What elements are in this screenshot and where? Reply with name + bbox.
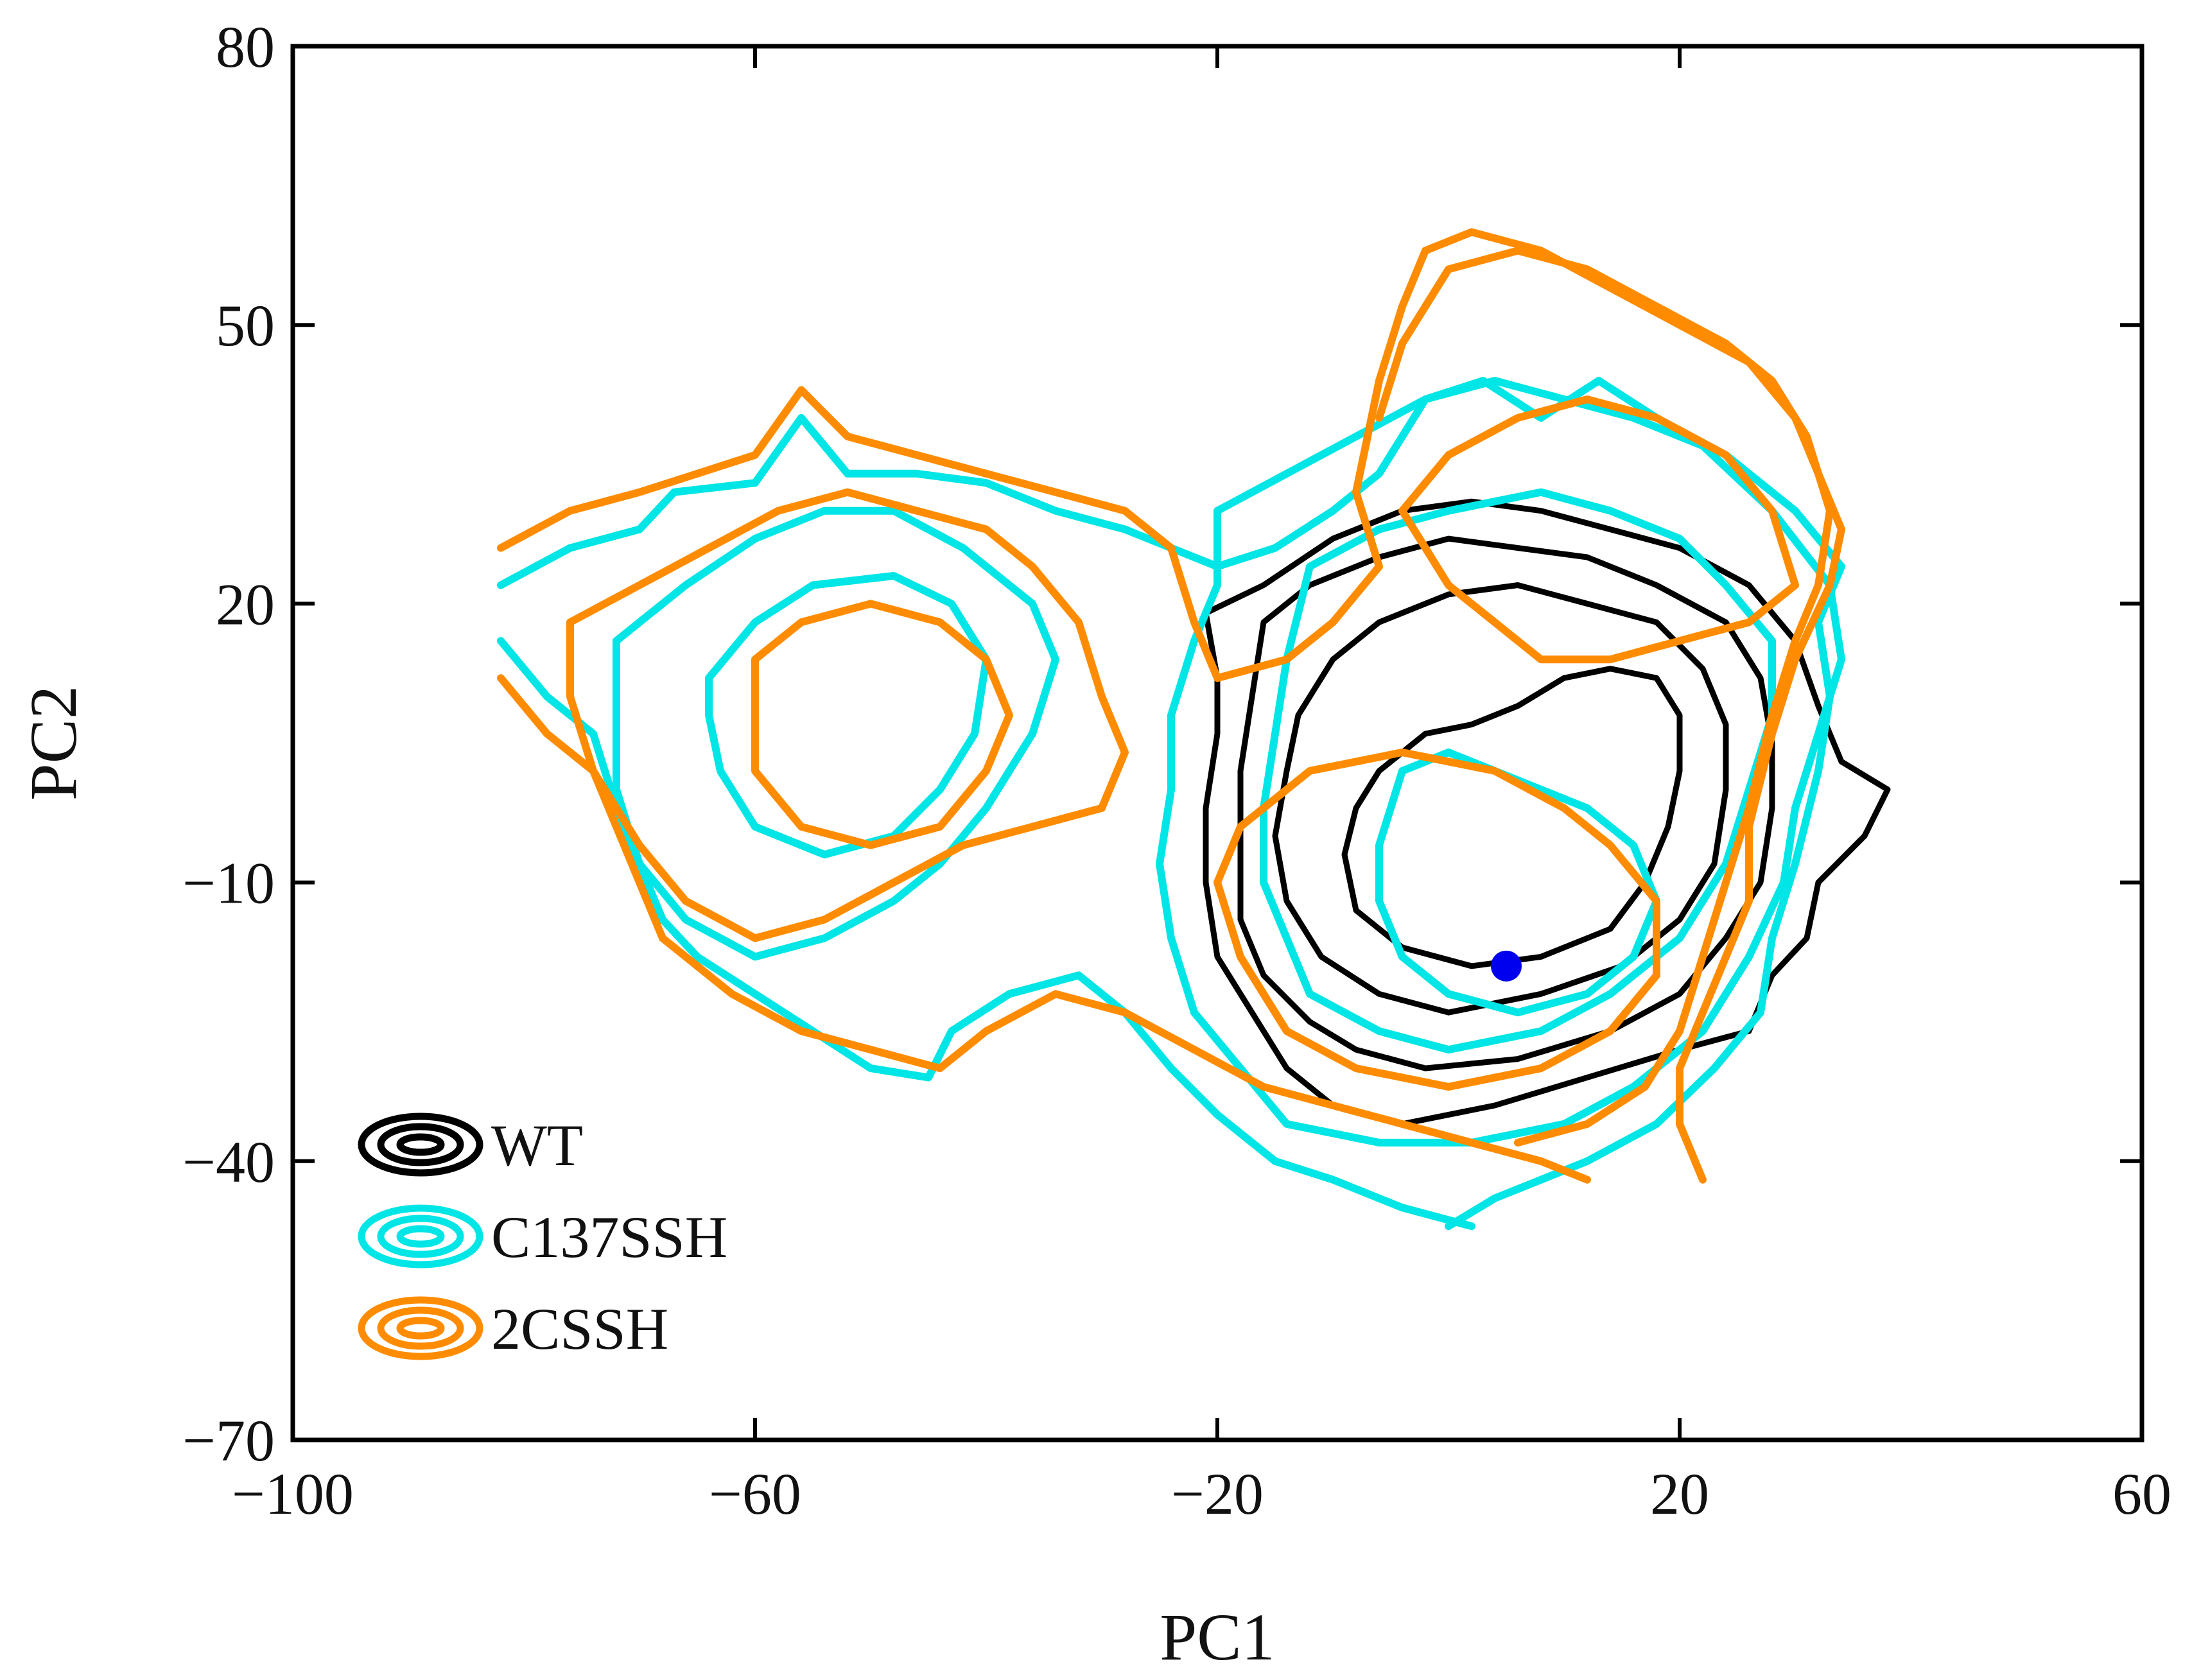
x-tick-labels: −100 −60 −20 20 60 bbox=[232, 1461, 2171, 1527]
legend-swatch-ring bbox=[358, 1113, 483, 1177]
markers-layer bbox=[1491, 950, 1522, 982]
legend-swatch-ring bbox=[358, 1296, 483, 1360]
legend-swatch-ring bbox=[396, 1225, 445, 1248]
y-tick-label: −10 bbox=[182, 851, 275, 916]
legend-swatch-ring bbox=[396, 1133, 445, 1156]
contour-line bbox=[1213, 749, 1660, 1091]
legend-label: C137SSH bbox=[491, 1204, 727, 1270]
y-tick-label: −70 bbox=[182, 1408, 275, 1473]
y-tick-label: −40 bbox=[182, 1129, 275, 1195]
contour-line bbox=[751, 600, 1013, 849]
contour-line bbox=[497, 228, 1845, 1184]
legend-swatch-c137ssh-icon bbox=[358, 1204, 483, 1269]
y-axis-title: PC2 bbox=[17, 686, 91, 801]
contour-line bbox=[1156, 377, 1845, 1147]
x-tick-label: 60 bbox=[2112, 1461, 2171, 1527]
legend-swatch-2cssh-icon bbox=[358, 1296, 483, 1360]
legend-swatch-wt-icon bbox=[358, 1113, 483, 1177]
contour-line bbox=[1203, 498, 1891, 1127]
series-c137ssh bbox=[497, 377, 1845, 1231]
x-tick-label: 20 bbox=[1650, 1461, 1709, 1527]
legend-item-c137ssh: C137SSH bbox=[358, 1204, 727, 1270]
contour-line bbox=[566, 488, 1129, 942]
contour-line bbox=[1375, 247, 1834, 1147]
contours-layer bbox=[497, 228, 1891, 1231]
y-tick-labels: −70 −40 −10 20 50 80 bbox=[182, 14, 275, 1473]
legend-swatch-ring bbox=[377, 1215, 464, 1258]
contour-line bbox=[1272, 582, 1729, 1016]
contour-line bbox=[613, 507, 1059, 961]
contour-line bbox=[1398, 395, 1799, 664]
legend: WT C137SSH 2CSSH bbox=[358, 1113, 727, 1362]
legend-swatch-ring bbox=[396, 1317, 445, 1340]
x-tick-label: −60 bbox=[709, 1461, 801, 1527]
legend-item-wt: WT bbox=[358, 1113, 583, 1178]
legend-item-2cssh: 2CSSH bbox=[358, 1296, 668, 1362]
contour-line bbox=[1341, 666, 1683, 969]
x-axis-title: PC1 bbox=[1160, 1600, 1274, 1674]
series-2cssh bbox=[497, 228, 1845, 1184]
y-tick-label: 20 bbox=[216, 571, 275, 637]
series-wt bbox=[1203, 498, 1891, 1127]
y-tick-label: 80 bbox=[216, 14, 275, 80]
reference-point bbox=[1491, 950, 1522, 982]
contour-line bbox=[1237, 535, 1775, 1071]
axis-ticks bbox=[291, 44, 2144, 1442]
y-tick-label: 50 bbox=[216, 293, 275, 358]
legend-label: 2CSSH bbox=[491, 1296, 668, 1362]
contour-line bbox=[497, 674, 1591, 1184]
legend-swatch-ring bbox=[358, 1204, 483, 1269]
contour-line bbox=[705, 572, 990, 859]
legend-label: WT bbox=[491, 1113, 583, 1178]
x-tick-label: −20 bbox=[1171, 1461, 1264, 1527]
contour-line bbox=[1260, 488, 1776, 1054]
legend-swatch-ring bbox=[377, 1306, 464, 1350]
x-tick-label: −100 bbox=[232, 1461, 354, 1527]
legend-swatch-ring bbox=[377, 1123, 464, 1166]
